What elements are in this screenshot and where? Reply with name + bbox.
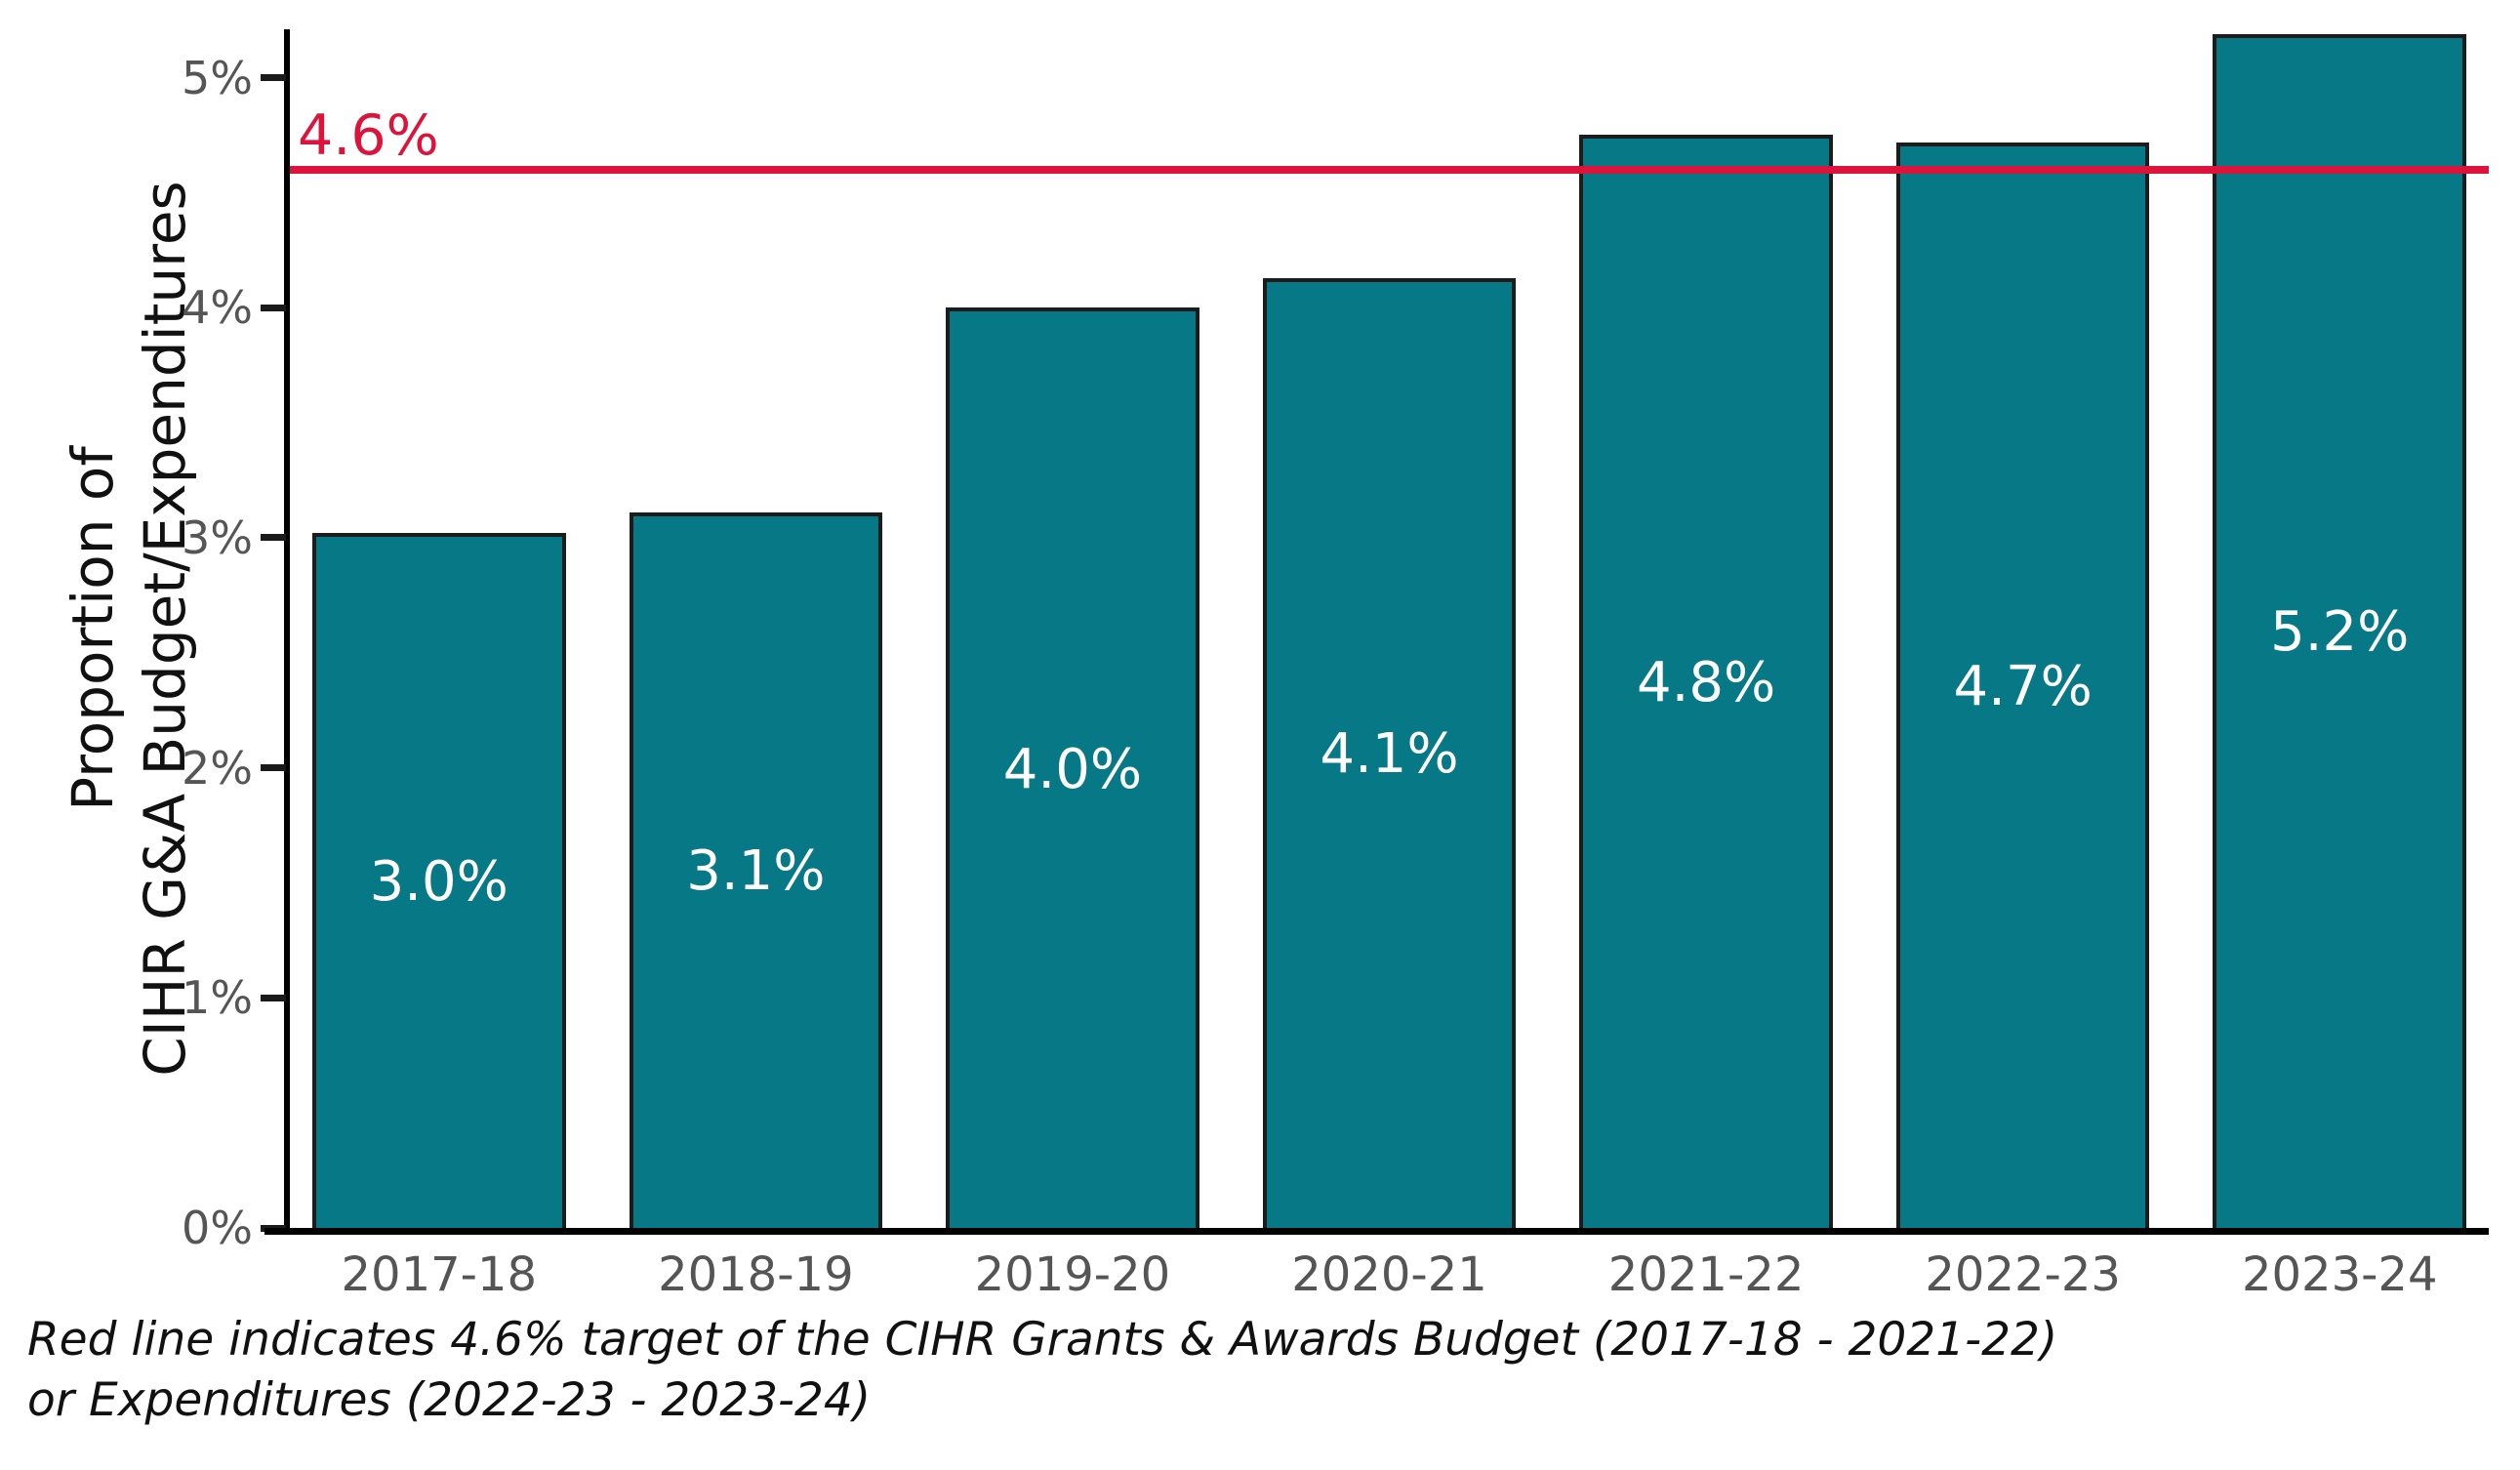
y-tick-mark-1% (261, 994, 286, 1001)
y-axis-spine (284, 29, 290, 1235)
y-tick-mark-5% (261, 74, 286, 81)
x-tick-label-2021-22: 2021-22 (1607, 1247, 1805, 1302)
target-line-label: 4.6% (298, 102, 439, 168)
bar-slot-2022-23: 4.7% 2022-23 (1895, 29, 2150, 1298)
y-tick-label-2%: 2% (182, 741, 253, 795)
x-tick-label-2017-18: 2017-18 (341, 1247, 538, 1302)
bar-slot-2023-24: 5.2% 2023-24 (2213, 29, 2466, 1298)
plot-area: 0% 1% 2% 3% 4% 5% 3.0% 2017-18 3.1% 2018-19 4.0% 2… (182, 29, 2489, 1298)
bar-slot-2019-20: 4.0% 2019-20 (946, 29, 1199, 1298)
y-tick-mark-2% (261, 764, 286, 772)
bar-2017-18: 3.0% (312, 533, 566, 1228)
y-tick-label-1%: 1% (182, 971, 253, 1025)
y-tick-label-4%: 4% (182, 281, 253, 335)
x-tick-label-2022-23: 2022-23 (1925, 1247, 2121, 1302)
bar-slot-2018-19: 3.1% 2018-19 (629, 29, 883, 1298)
bar-2022-23: 4.7% (1895, 142, 2150, 1228)
bar-slot-2021-22: 4.8% 2021-22 (1579, 29, 1833, 1298)
x-tick-label-2018-19: 2018-19 (658, 1247, 854, 1302)
x-axis-line (264, 1228, 2489, 1235)
bars-container: 3.0% 2017-18 3.1% 2018-19 4.0% 2019-20 4.1% 202… (290, 29, 2489, 1298)
bar-value-label-2020-21: 4.1% (1320, 722, 1459, 787)
bar-2019-20: 4.0% (946, 307, 1199, 1228)
bar-value-label-2022-23: 4.7% (1953, 654, 2093, 718)
caption-line-1: Red line indicates 4.6% target of the CI… (27, 1313, 2058, 1367)
bar-value-label-2017-18: 3.0% (369, 850, 508, 915)
bar-2020-21: 4.1% (1262, 277, 1517, 1228)
bar-value-label-2023-24: 5.2% (2270, 600, 2410, 665)
bar-value-label-2019-20: 4.0% (1002, 737, 1143, 801)
x-tick-label-2023-24: 2023-24 (2241, 1247, 2438, 1302)
y-tick-label-3%: 3% (182, 510, 253, 564)
y-tick-label-5%: 5% (182, 51, 253, 104)
bar-slot-2020-21: 4.1% 2020-21 (1262, 29, 1517, 1298)
x-tick-label-2019-20: 2019-20 (974, 1247, 1171, 1302)
x-tick-label-2020-21: 2020-21 (1291, 1247, 1487, 1302)
bar-slot-2017-18: 3.0% 2017-18 (312, 29, 566, 1298)
y-axis-title-line-2: CIHR G&A Budget/Expenditures (132, 181, 199, 1077)
bar-2023-24: 5.2% (2213, 33, 2466, 1228)
y-axis-title: Proportion of CIHR G&A Budget/Expenditur… (57, 22, 207, 1235)
y-tick-label-0%: 0% (182, 1202, 253, 1254)
bar-2021-22: 4.8% (1579, 135, 1833, 1228)
caption-line-2: or Expenditures (2022-23 - 2023-24) (27, 1373, 872, 1428)
caption: Red line indicates 4.6% target of the CI… (27, 1310, 2057, 1431)
bar-value-label-2018-19: 3.1% (686, 839, 826, 904)
bar-2018-19: 3.1% (629, 511, 883, 1228)
bar-value-label-2021-22: 4.8% (1636, 651, 1776, 715)
target-line (290, 165, 2489, 174)
y-tick-mark-4% (261, 304, 286, 311)
y-tick-mark-3% (261, 534, 286, 542)
y-axis-title-line-1: Proportion of (60, 446, 126, 811)
